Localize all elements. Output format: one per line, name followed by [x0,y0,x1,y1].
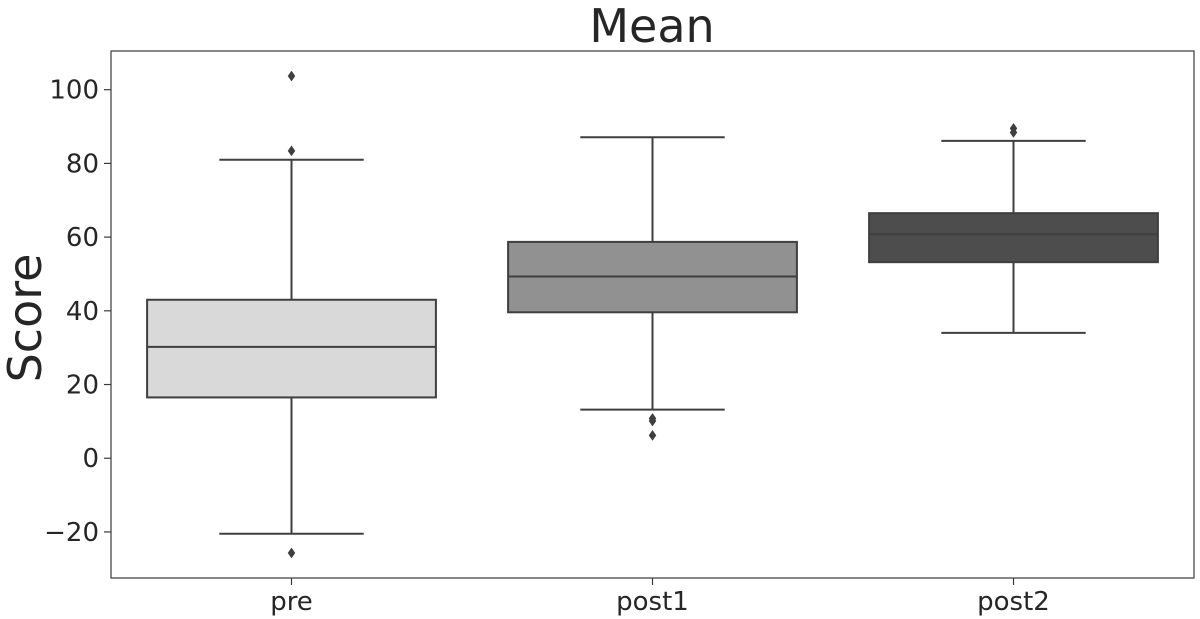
outlier-point [287,70,296,82]
box-group-post1 [507,136,798,441]
y-axis-label: Score [0,254,52,383]
box-group-pre [146,70,437,559]
y-tick-label: 100 [49,76,99,106]
y-tick-label: 20 [66,371,99,401]
outlier-point [287,547,296,559]
iqr-box [868,212,1159,264]
plot-area [146,70,1159,559]
y-tick-label: 60 [66,223,99,253]
outlier-point [1009,127,1018,138]
chart-title: Mean [589,0,714,53]
y-tick-label: 0 [82,444,99,474]
y-tick-label: 40 [66,297,99,327]
y-tick-label: −20 [44,518,99,548]
x-tick-label: post2 [977,587,1050,617]
outlier-point [648,429,657,441]
x-tick-label: pre [270,587,313,617]
y-tick-label: 80 [66,149,99,179]
outlier-point [648,415,657,427]
iqr-box [146,298,437,399]
x-axis: pre post1 post2 [270,578,1050,617]
box-group-post2 [868,122,1159,334]
y-axis: −20 0 20 40 60 80 100 [44,76,111,548]
x-tick-label: post1 [616,587,689,617]
outlier-point [287,145,296,157]
